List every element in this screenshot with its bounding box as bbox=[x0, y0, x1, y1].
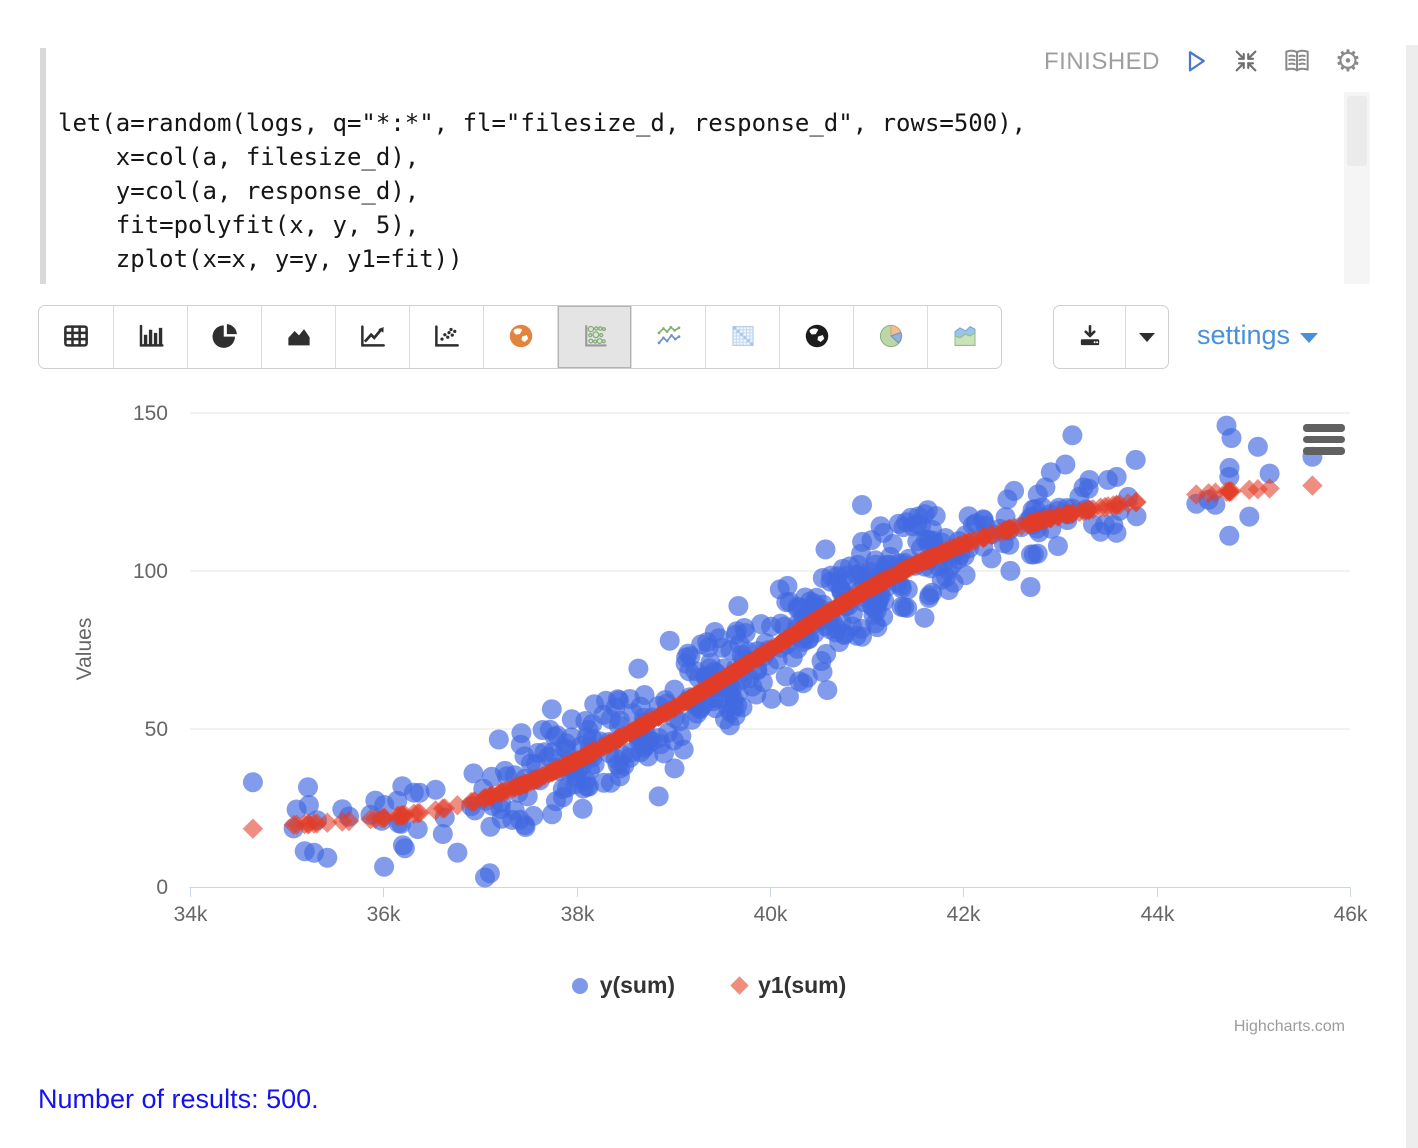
pie-pastel-icon bbox=[876, 321, 906, 354]
chart-type-bar-button[interactable] bbox=[113, 306, 187, 368]
chart-type-toolbar bbox=[38, 305, 1002, 369]
chart-type-area-pastel-button[interactable] bbox=[927, 306, 1001, 368]
paragraph-left-bar bbox=[40, 48, 46, 284]
run-icon bbox=[1180, 46, 1210, 79]
line-chart-icon bbox=[358, 321, 388, 354]
download-button[interactable] bbox=[1054, 306, 1125, 368]
settings-caret-icon bbox=[1300, 332, 1319, 343]
svg-text:50: 50 bbox=[145, 718, 168, 741]
chart-type-line-button[interactable] bbox=[335, 306, 409, 368]
chart-type-map-button[interactable] bbox=[483, 306, 557, 368]
run-paragraph-button[interactable] bbox=[1179, 46, 1211, 78]
chart-legend: y(sum) y1(sum) bbox=[0, 972, 1418, 999]
bar-chart-icon bbox=[136, 321, 166, 354]
collapse-paragraph-button[interactable] bbox=[1230, 46, 1262, 78]
chart-type-table-button[interactable] bbox=[39, 306, 113, 368]
table-icon bbox=[61, 321, 91, 354]
paragraph-status: FINISHED bbox=[1043, 48, 1160, 75]
chart-type-heatmap-button[interactable] bbox=[705, 306, 779, 368]
highcharts-credit-link[interactable]: Highcharts.com bbox=[1233, 1018, 1345, 1035]
chart-type-area-button[interactable] bbox=[261, 306, 335, 368]
chart-type-pie-pastel-button[interactable] bbox=[853, 306, 927, 368]
legend-circle-marker bbox=[571, 977, 588, 994]
chart-type-world-button[interactable] bbox=[779, 306, 853, 368]
docs-button[interactable] bbox=[1281, 46, 1313, 78]
svg-text:38k: 38k bbox=[561, 903, 595, 926]
legend-label: y(sum) bbox=[599, 972, 676, 998]
area-chart-icon bbox=[284, 321, 314, 354]
y-axis-title: Values bbox=[73, 617, 96, 681]
svg-text:40k: 40k bbox=[754, 903, 788, 926]
svg-text:0: 0 bbox=[156, 876, 168, 899]
download-options-button[interactable] bbox=[1125, 306, 1168, 368]
svg-text:42k: 42k bbox=[947, 903, 981, 926]
svg-text:44k: 44k bbox=[1141, 903, 1175, 926]
chevron-down-icon bbox=[1139, 332, 1155, 342]
legend-label: y1(sum) bbox=[758, 972, 847, 998]
code-scrollbar-thumb[interactable] bbox=[1347, 96, 1367, 166]
world-globe-black-icon bbox=[802, 321, 832, 354]
shrink-icon bbox=[1231, 46, 1261, 79]
area-pastel-icon bbox=[950, 321, 980, 354]
spark-lines-icon bbox=[654, 321, 684, 354]
paragraph-settings-button[interactable]: ⚙ bbox=[1332, 46, 1364, 78]
heatmap-icon bbox=[728, 321, 758, 354]
svg-text:150: 150 bbox=[133, 402, 168, 425]
code-scrollbar[interactable] bbox=[1344, 92, 1370, 284]
legend-diamond-marker bbox=[730, 976, 749, 995]
code-text[interactable]: let(a=random(logs, q="*:*", fl="filesize… bbox=[58, 109, 1027, 273]
svg-text:100: 100 bbox=[133, 560, 168, 583]
legend-item-y[interactable]: y(sum) bbox=[571, 972, 676, 999]
pie-chart-icon bbox=[210, 321, 240, 354]
chart-type-spark-button[interactable] bbox=[631, 306, 705, 368]
map-globe-orange-icon bbox=[506, 321, 536, 354]
scatter-plot: 0 50 100 150 34k 36k 38k 40k 42k 44k 46k bbox=[133, 402, 1368, 926]
download-icon bbox=[1076, 322, 1104, 353]
chart-type-bubble-button[interactable] bbox=[557, 306, 631, 368]
settings-link[interactable]: settings bbox=[1197, 320, 1319, 351]
chart-menu-button[interactable] bbox=[1303, 424, 1345, 459]
paragraph-controls: FINISHED bbox=[1044, 46, 1364, 78]
docs-icon bbox=[1281, 45, 1313, 80]
svg-text:36k: 36k bbox=[367, 903, 401, 926]
svg-text:34k: 34k bbox=[174, 903, 208, 926]
chart-type-scatter-button[interactable] bbox=[409, 306, 483, 368]
legend-item-y1[interactable]: y1(sum) bbox=[730, 972, 847, 999]
results-count-text: Number of results: 500. bbox=[38, 1084, 319, 1114]
gear-icon: ⚙ bbox=[1334, 45, 1362, 78]
download-split-button bbox=[1053, 305, 1169, 369]
bubble-chart-icon bbox=[580, 321, 610, 354]
page-scrollbar[interactable] bbox=[1406, 45, 1418, 1148]
svg-text:46k: 46k bbox=[1334, 903, 1368, 926]
settings-label: settings bbox=[1197, 320, 1291, 350]
chart-type-pie-button[interactable] bbox=[187, 306, 261, 368]
hamburger-icon bbox=[1303, 424, 1345, 432]
scatter-chart-icon bbox=[432, 321, 462, 354]
